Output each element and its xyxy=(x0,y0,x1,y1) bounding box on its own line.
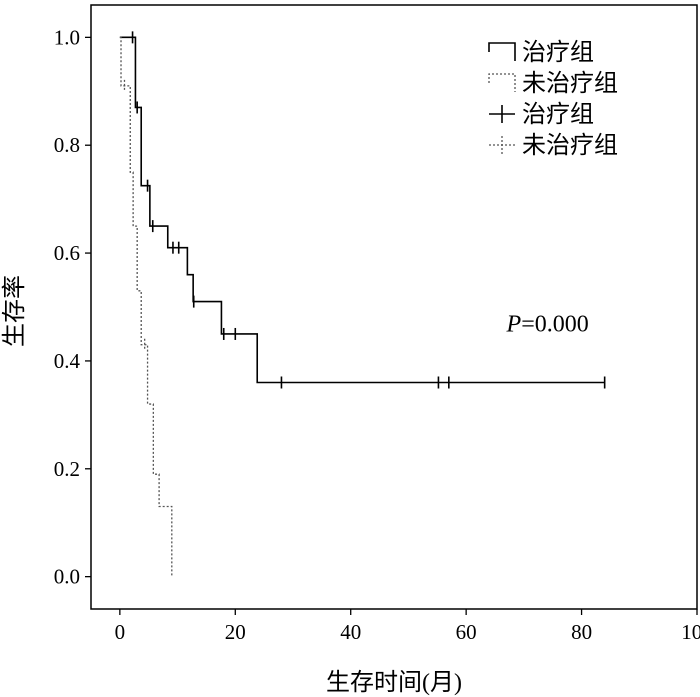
x-tick-label-0: 0 xyxy=(115,620,126,644)
legend-step-symbol-1 xyxy=(488,42,516,61)
y-tick-label-0: 0.0 xyxy=(54,565,80,589)
legend-item-4: 未治疗组 xyxy=(489,132,618,159)
plot-frame xyxy=(90,4,698,610)
series-1 xyxy=(119,31,606,389)
survival-step-line-1 xyxy=(119,36,605,384)
p-value-italic-p: P xyxy=(506,311,522,337)
series-group xyxy=(119,31,606,577)
y-tick-label-1: 0.2 xyxy=(54,457,80,481)
y-tick-label-4: 0.8 xyxy=(54,133,80,157)
p-value-number: =0.000 xyxy=(521,311,589,337)
series-2 xyxy=(119,36,173,577)
y-tick-label-2: 0.4 xyxy=(54,349,81,373)
plot-frame-group xyxy=(90,4,698,610)
legend-item-2: 未治疗组 xyxy=(488,70,618,97)
legend-step-symbol-2 xyxy=(488,73,516,92)
x-tick-label-60: 60 xyxy=(456,620,477,644)
x-tick-label-100: 100 xyxy=(681,620,700,644)
legend-item-3: 治疗组 xyxy=(489,101,594,128)
y-tick-label-5: 1.0 xyxy=(54,25,80,49)
legend-label-4: 未治疗组 xyxy=(522,132,618,159)
x-tick-label-20: 20 xyxy=(225,620,246,644)
p-value-annotation: P=0.000 xyxy=(506,311,589,337)
x-tick-label-80: 80 xyxy=(571,620,592,644)
legend-label-3: 治疗组 xyxy=(522,101,594,128)
x-axis-title: 生存时间(月) xyxy=(326,669,462,696)
legend-label-2: 未治疗组 xyxy=(522,70,618,97)
survival-step-line-2 xyxy=(119,36,173,577)
y-tick-label-3: 0.6 xyxy=(54,241,80,265)
legend-item-1: 治疗组 xyxy=(488,39,594,66)
axis-ticks-group: 0 20 40 60 80 100 0.0 0.2 0.4 0.6 0.8 1.0 xyxy=(54,25,700,644)
legend-label-1: 治疗组 xyxy=(522,39,594,66)
y-axis-title: 生存率 xyxy=(1,275,28,347)
x-tick-label-40: 40 xyxy=(340,620,361,644)
